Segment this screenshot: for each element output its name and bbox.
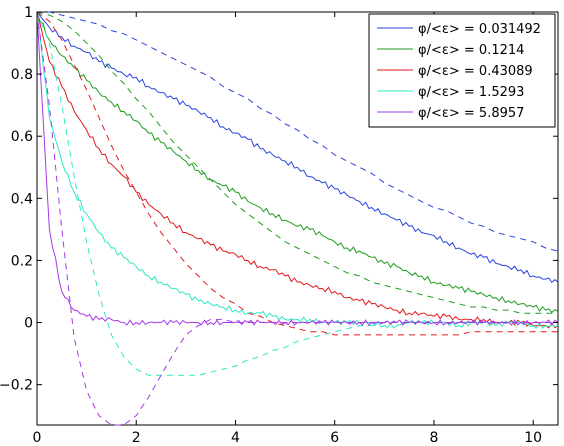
legend: φ/<ε> = 0.031492 φ/<ε> = 0.1214 φ/<ε> = 0.…: [368, 13, 556, 128]
legend-label: φ/<ε> = 5.8957: [418, 106, 524, 121]
x-tick-label: 10: [524, 430, 542, 446]
y-tick-label: 0.4: [11, 191, 33, 207]
y-tick-label: 1: [24, 5, 33, 21]
series-3-simulated-line: [36, 11, 559, 329]
series-1-theory-line: [37, 11, 559, 252]
legend-label: φ/<ε> = 0.1214: [418, 43, 524, 58]
axis-layer: 0 2 4 6 8 10 −0.2 0 0.2 0.4 0.6 0.8 1: [0, 5, 558, 446]
y-tick-label: 0.6: [11, 129, 33, 145]
legend-label: φ/<ε> = 0.031492: [418, 22, 541, 37]
y-tick-label: 0.8: [11, 67, 33, 83]
x-tick-label: 2: [132, 430, 141, 446]
x-tick-label: 4: [231, 430, 240, 446]
x-tick-label: 0: [33, 430, 42, 446]
series-layer: [36, 11, 559, 426]
y-tick-label: −0.2: [0, 378, 33, 394]
legend-label: φ/<ε> = 0.43089: [418, 64, 533, 79]
y-tick-label: 0: [24, 316, 33, 332]
y-tick-label: 0.2: [11, 253, 33, 269]
legend-label: φ/<ε> = 1.5293: [418, 85, 524, 100]
series-5-theory-line: [36, 11, 558, 426]
series-2-simulated-line: [36, 11, 559, 314]
series-2-theory-line: [36, 11, 558, 314]
x-tick-label: 8: [429, 430, 438, 446]
x-tick-label: 6: [330, 430, 339, 446]
series-1-simulated-line: [36, 11, 559, 284]
